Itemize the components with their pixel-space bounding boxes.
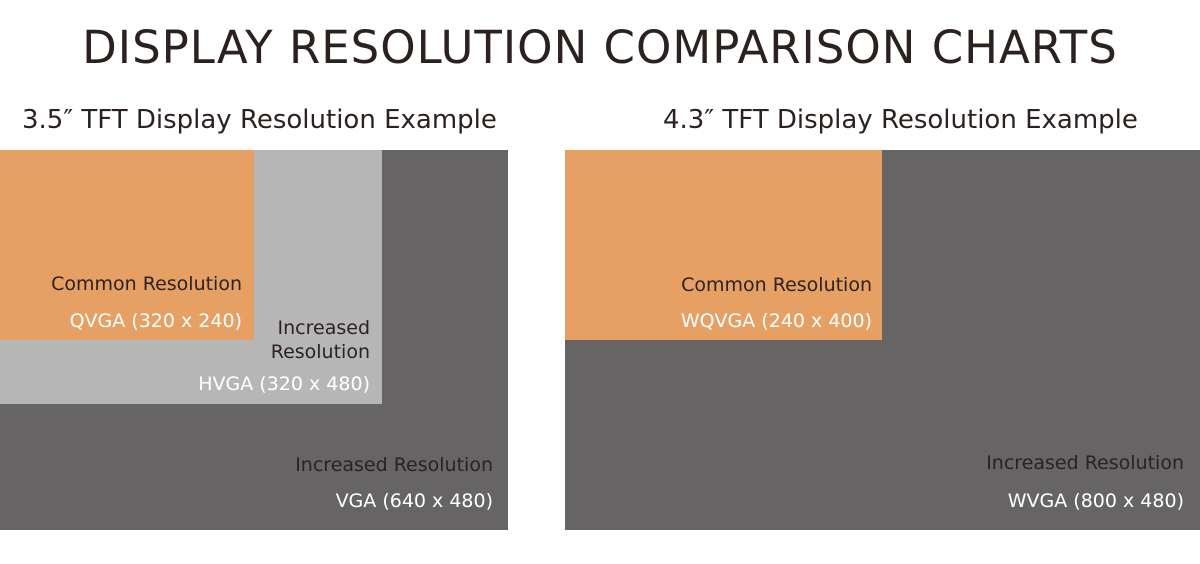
wqvga-resolution-area — [565, 150, 882, 340]
wqvga-heading: Common Resolution — [681, 274, 872, 296]
wvga-value: WVGA (800 x 480) — [1007, 490, 1184, 512]
hvga-value: HVGA (320 x 480) — [198, 373, 370, 395]
vga-value: VGA (640 x 480) — [335, 490, 493, 512]
vga-heading: Increased Resolution — [295, 454, 493, 476]
qvga-resolution-area — [0, 150, 254, 340]
right-panel-subtitle: 4.3″ TFT Display Resolution Example — [663, 105, 1138, 135]
qvga-heading: Common Resolution — [51, 273, 242, 295]
wqvga-value: WQVGA (240 x 400) — [680, 310, 872, 332]
left-panel-subtitle: 3.5″ TFT Display Resolution Example — [22, 105, 497, 135]
hvga-heading-line2: Resolution — [270, 341, 370, 363]
hvga-heading-line1: Increased — [277, 317, 370, 339]
page-title: DISPLAY RESOLUTION COMPARISON CHARTS — [82, 21, 1118, 74]
qvga-value: QVGA (320 x 240) — [69, 310, 242, 332]
wvga-heading: Increased Resolution — [986, 452, 1184, 474]
